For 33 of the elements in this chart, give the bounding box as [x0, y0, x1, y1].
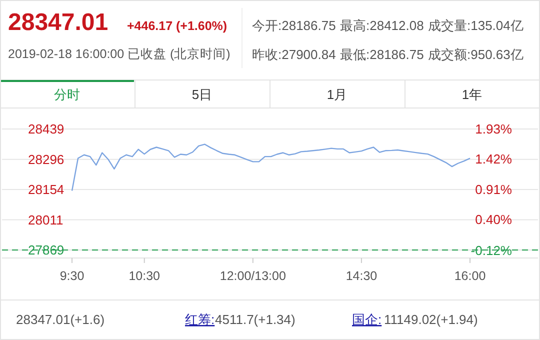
x-tick-label: 10:30: [128, 269, 160, 283]
y2-tick-label: 1.93%: [475, 121, 512, 136]
text: 最低:28186.75: [340, 47, 424, 62]
y2-tick-label: 0.40%: [475, 212, 512, 228]
y-tick-label: 28439: [28, 122, 64, 137]
y2-tick-label: -0.12%: [470, 242, 512, 258]
text: 分时: [54, 87, 80, 102]
text: 28347.01(+1.6): [16, 312, 105, 327]
text: 4511.7(+1.34): [215, 312, 296, 327]
y2-tick-label: 0.91%: [475, 182, 512, 197]
text: 1月: [326, 87, 348, 102]
text: 国企:: [352, 312, 382, 327]
text: 昨收:27900.84: [252, 47, 336, 62]
text: 最高:28412.08: [340, 18, 424, 33]
line-series: [71, 144, 471, 192]
y-tick-label: 28011: [28, 212, 64, 228]
chart-subtitle: +446.17 (+1.60%): [127, 19, 228, 33]
text: 成交额:950.63亿: [428, 47, 524, 62]
text: 1年: [462, 87, 482, 102]
y2-tick-label: 1.42%: [475, 152, 512, 167]
text: 红筹:: [185, 312, 215, 327]
y-tick-label: 28154: [28, 182, 64, 198]
text: 5日: [192, 87, 212, 102]
text: 11149.02(+1.94): [384, 312, 478, 327]
y-tick-label: 28296: [28, 152, 64, 167]
x-tick-label: 12:00/13:00: [220, 269, 286, 283]
x-tick-label: 16:00: [454, 269, 486, 283]
x-tick-label: 9:30: [60, 269, 84, 283]
text: 成交量:135.04亿: [428, 18, 524, 33]
chart-title: 28347.01: [8, 9, 108, 36]
text: 今开:28186.75: [252, 18, 336, 33]
x-tick-label: 14:30: [346, 269, 378, 283]
text: 2019-02-18 16:00:00 已收盘 (北京时间): [8, 47, 230, 61]
